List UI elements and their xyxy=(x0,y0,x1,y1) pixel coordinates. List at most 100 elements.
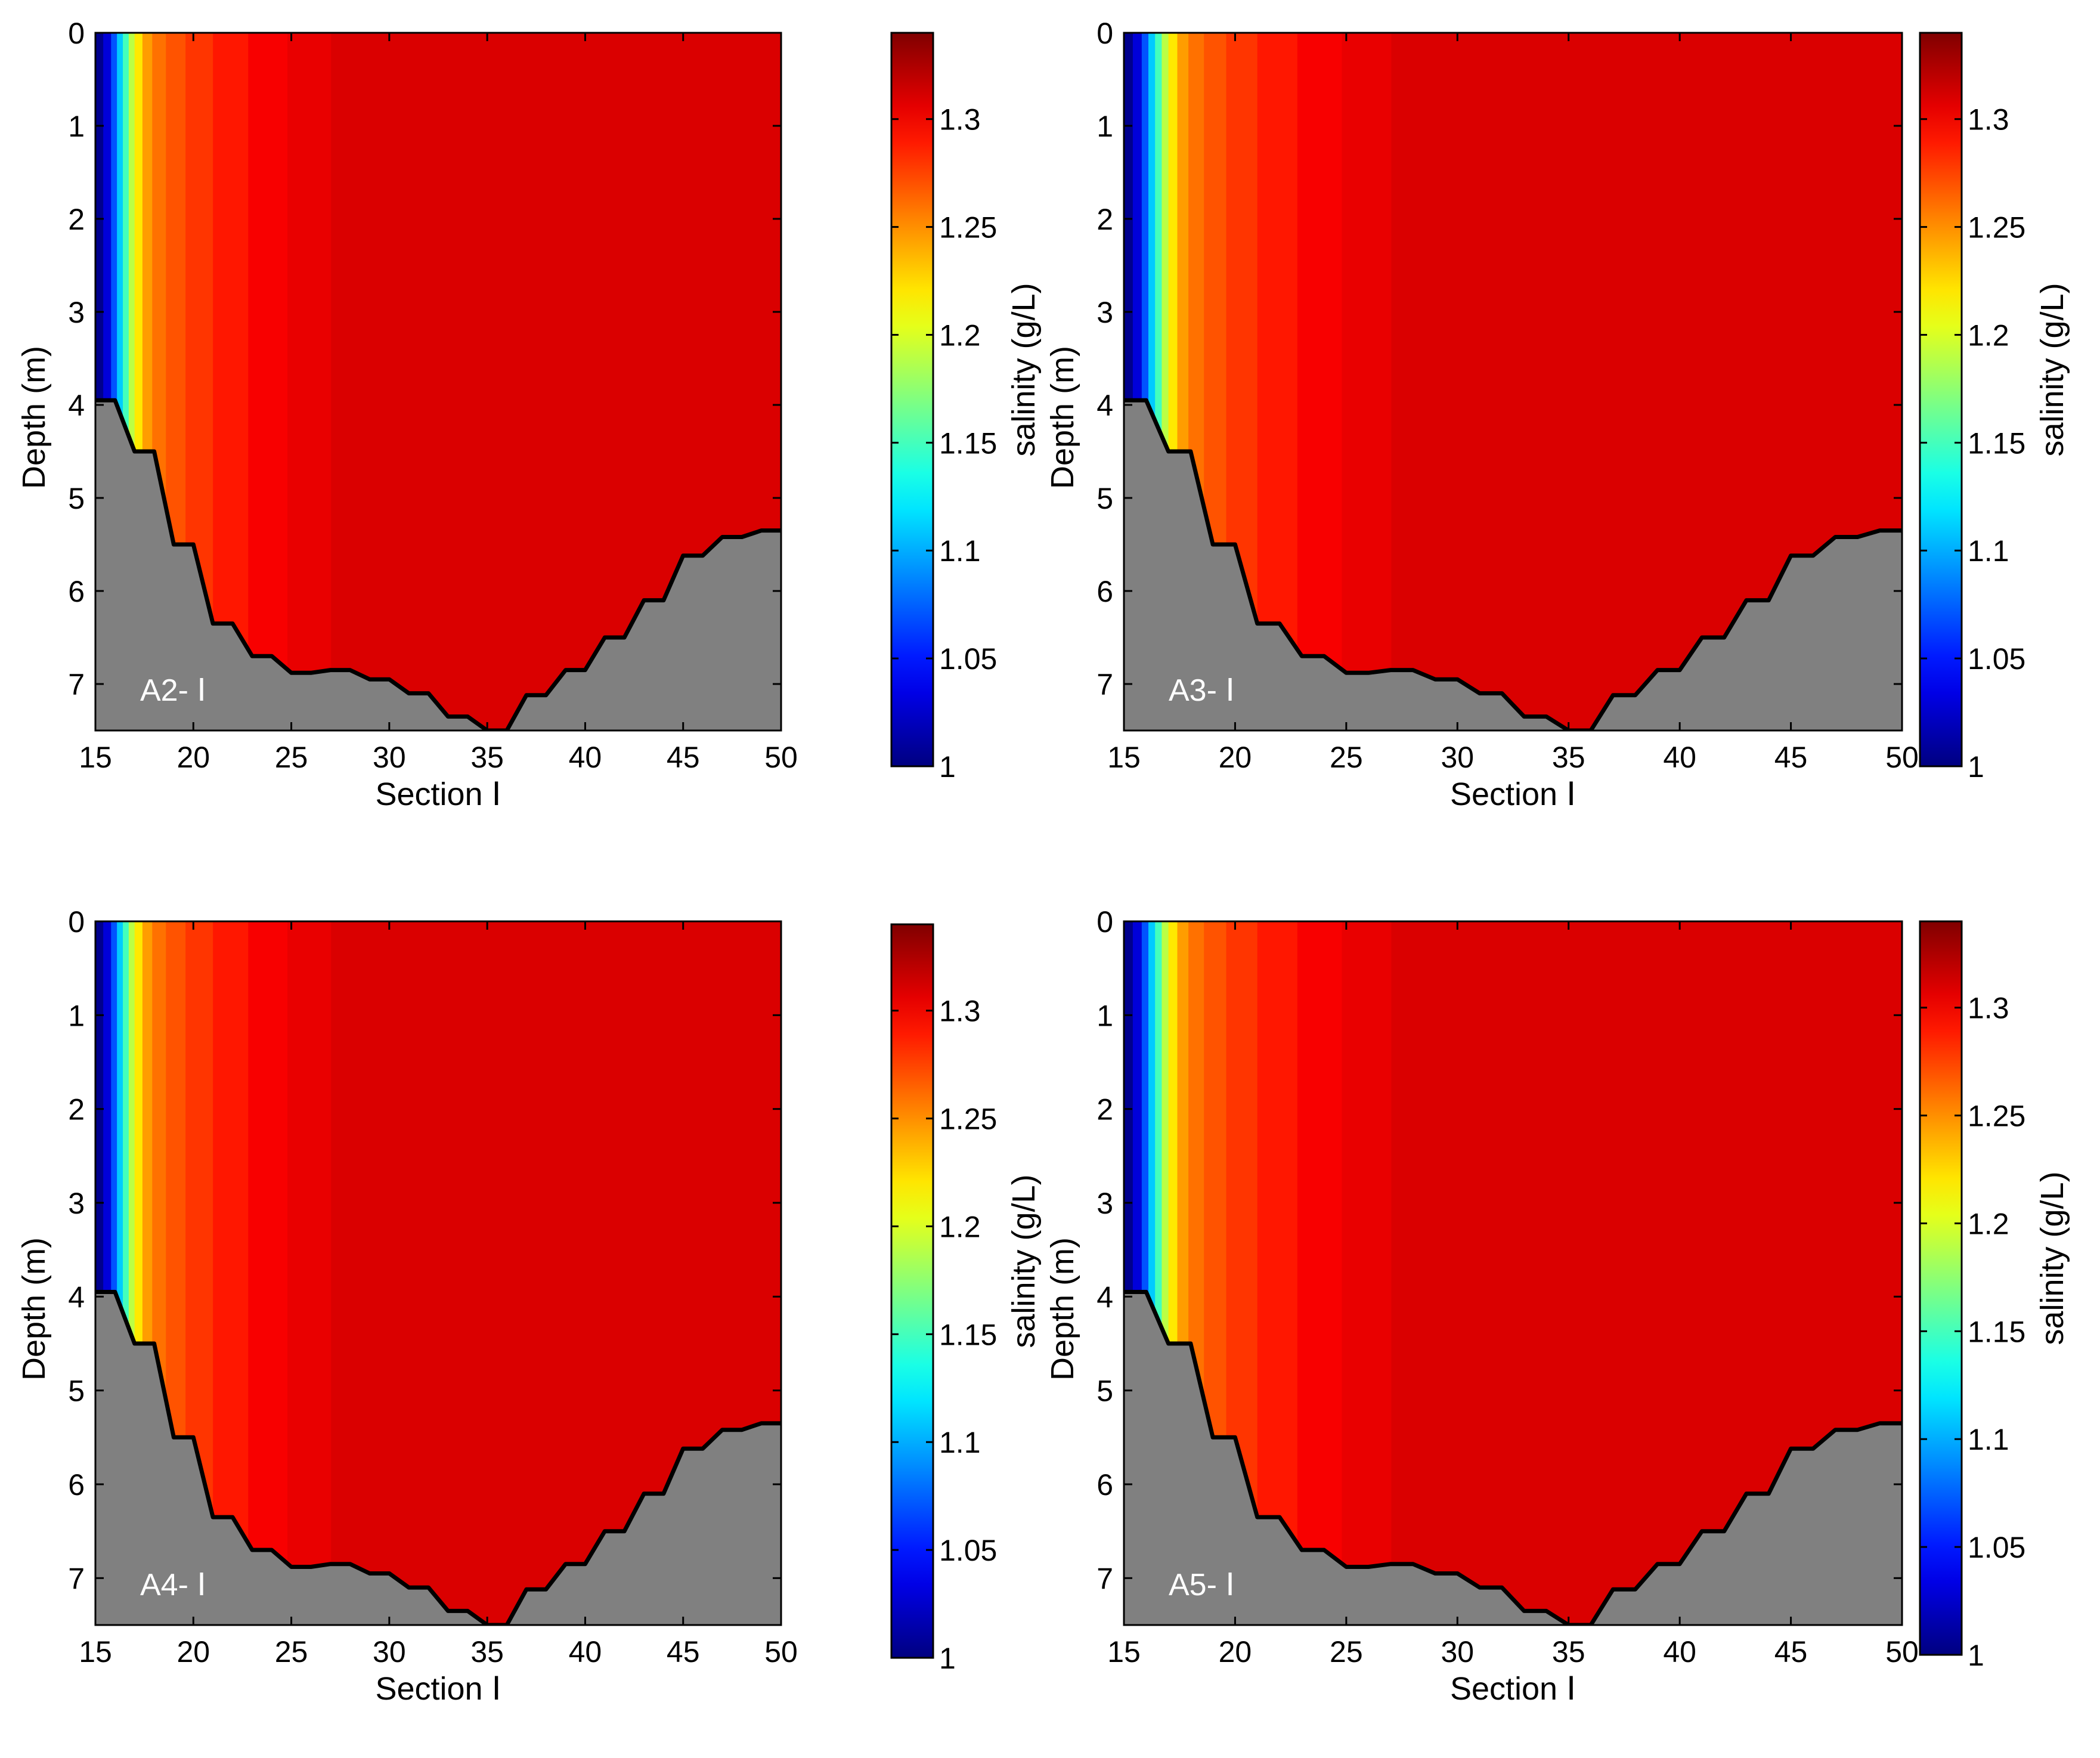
colorbar-tick-label: 1.1 xyxy=(1968,1423,2009,1456)
y-tick-label: 0 xyxy=(68,17,85,50)
y-tick-label: 0 xyxy=(68,905,85,939)
colorbar-label: salinity (g/L) xyxy=(2034,1171,2070,1345)
salinity-band-14 xyxy=(287,33,332,731)
colorbar-tick-label: 1.25 xyxy=(1968,1100,2025,1133)
salinity-band-4 xyxy=(117,921,123,1625)
salinity-band-13 xyxy=(1297,33,1343,731)
bed-profile-line xyxy=(95,398,781,731)
colorbar-label: salinity (g/L) xyxy=(1006,283,1042,456)
bed-profile-line xyxy=(1124,1290,1902,1625)
y-tick-label: 6 xyxy=(1097,1468,1113,1502)
colorbar-tick-label: 1.15 xyxy=(939,1318,997,1351)
y-tick-label: 1 xyxy=(1097,999,1113,1032)
x-tick-label: 20 xyxy=(1219,1635,1252,1669)
colorbar-tick-label: 1.2 xyxy=(939,1210,981,1243)
y-axis-label: Depth (m) xyxy=(1045,346,1080,489)
salinity-band-4 xyxy=(117,33,123,731)
y-tick-label: 2 xyxy=(1097,203,1113,236)
y-tick-label: 3 xyxy=(1097,296,1113,329)
x-tick-label: 40 xyxy=(1663,1635,1696,1669)
colorbar-label: salinity (g/L) xyxy=(2034,283,2070,456)
y-tick-label: 5 xyxy=(68,482,85,515)
y-tick-label: 1 xyxy=(68,110,85,143)
salinity-field xyxy=(95,921,781,1625)
colorbar xyxy=(890,923,934,1659)
salinity-band-6 xyxy=(128,921,135,1625)
x-tick-label: 25 xyxy=(1330,741,1363,774)
panel-label: A4- Ⅰ xyxy=(140,1568,206,1602)
colorbar-tick-label: 1.3 xyxy=(1968,992,2009,1025)
colorbar-tick-label: 1.05 xyxy=(939,1534,997,1567)
y-tick-label: 5 xyxy=(1097,482,1113,515)
riverbed-area xyxy=(95,400,781,731)
x-tick-label: 40 xyxy=(1663,741,1696,774)
axes-frame xyxy=(1123,32,1903,732)
colorbar-tick-label: 1.1 xyxy=(1968,534,2009,568)
x-tick-label: 25 xyxy=(1330,1635,1363,1669)
x-tick-label: 35 xyxy=(470,741,504,774)
colorbar-tick-label: 1.3 xyxy=(1968,103,2009,137)
salinity-band-12 xyxy=(1257,33,1298,731)
axes-frame xyxy=(1123,920,1903,1626)
y-tick-label: 0 xyxy=(1097,17,1113,50)
x-tick-label: 45 xyxy=(667,741,700,774)
colorbar-tick-label: 1.25 xyxy=(939,1103,997,1136)
salinity-band-13 xyxy=(1297,921,1343,1625)
salinity-band-5 xyxy=(123,33,129,731)
colorbar-tick-label: 1.1 xyxy=(939,1426,981,1459)
colorbar-tick-label: 1 xyxy=(1968,750,1984,784)
y-tick-label: 7 xyxy=(1097,1562,1113,1595)
bed-profile-line xyxy=(95,1290,781,1625)
x-axis-label: Section Ⅰ xyxy=(375,1671,501,1707)
colorbar-label: salinity (g/L) xyxy=(1006,1174,1042,1348)
y-tick-label: 7 xyxy=(1097,668,1113,701)
colorbar xyxy=(1919,32,1963,767)
colorbar-tick-label: 1.05 xyxy=(1968,1531,2025,1564)
axes-frame xyxy=(94,920,782,1626)
colorbar-tick-label: 1.3 xyxy=(939,103,981,137)
x-tick-label: 40 xyxy=(569,1635,602,1669)
x-axis-label: Section Ⅰ xyxy=(1450,1671,1576,1707)
y-tick-label: 2 xyxy=(1097,1093,1113,1126)
colorbar-tick-label: 1.2 xyxy=(1968,318,2009,352)
x-tick-label: 50 xyxy=(764,1635,798,1669)
y-tick-label: 6 xyxy=(1097,575,1113,608)
salinity-field xyxy=(1124,921,1902,1625)
colorbar-tick-label: 1.15 xyxy=(939,426,997,460)
salinity-band-12 xyxy=(213,921,249,1625)
y-tick-label: 3 xyxy=(68,296,85,329)
x-tick-label: 30 xyxy=(373,1635,406,1669)
colorbar-tick-label: 1.2 xyxy=(939,318,981,352)
y-tick-label: 4 xyxy=(68,389,85,422)
y-tick-label: 3 xyxy=(1097,1187,1113,1220)
colorbar-tick-label: 1.05 xyxy=(1968,642,2025,676)
x-tick-label: 30 xyxy=(1441,741,1474,774)
panel-label: A3- Ⅰ xyxy=(1169,673,1235,708)
y-axis-label: Depth (m) xyxy=(1045,1237,1080,1381)
x-axis-label: Section Ⅰ xyxy=(375,776,501,812)
x-tick-label: 15 xyxy=(1107,741,1141,774)
colorbar-tick-label: 1.2 xyxy=(1968,1207,2009,1240)
x-tick-label: 15 xyxy=(79,1635,112,1669)
salinity-band-13 xyxy=(248,921,288,1625)
colorbar-tick-label: 1 xyxy=(1968,1639,1984,1672)
x-tick-label: 20 xyxy=(176,741,210,774)
salinity-band-12 xyxy=(213,33,249,731)
x-tick-label: 45 xyxy=(667,1635,700,1669)
x-axis-label: Section Ⅰ xyxy=(1450,776,1576,812)
colorbar-tick-label: 1.15 xyxy=(1968,1315,2025,1348)
x-tick-label: 35 xyxy=(1552,741,1585,774)
x-tick-label: 40 xyxy=(569,741,602,774)
x-tick-label: 50 xyxy=(764,741,798,774)
y-tick-label: 1 xyxy=(1097,110,1113,143)
y-tick-label: 4 xyxy=(1097,1280,1113,1314)
colorbar-tick-label: 1 xyxy=(939,750,956,784)
salinity-band-6 xyxy=(128,33,135,731)
salinity-band-3 xyxy=(111,33,118,731)
x-tick-label: 15 xyxy=(79,741,112,774)
salinity-field xyxy=(1124,33,1902,731)
x-tick-label: 50 xyxy=(1885,741,1919,774)
panel-label: A2- Ⅰ xyxy=(140,673,206,708)
